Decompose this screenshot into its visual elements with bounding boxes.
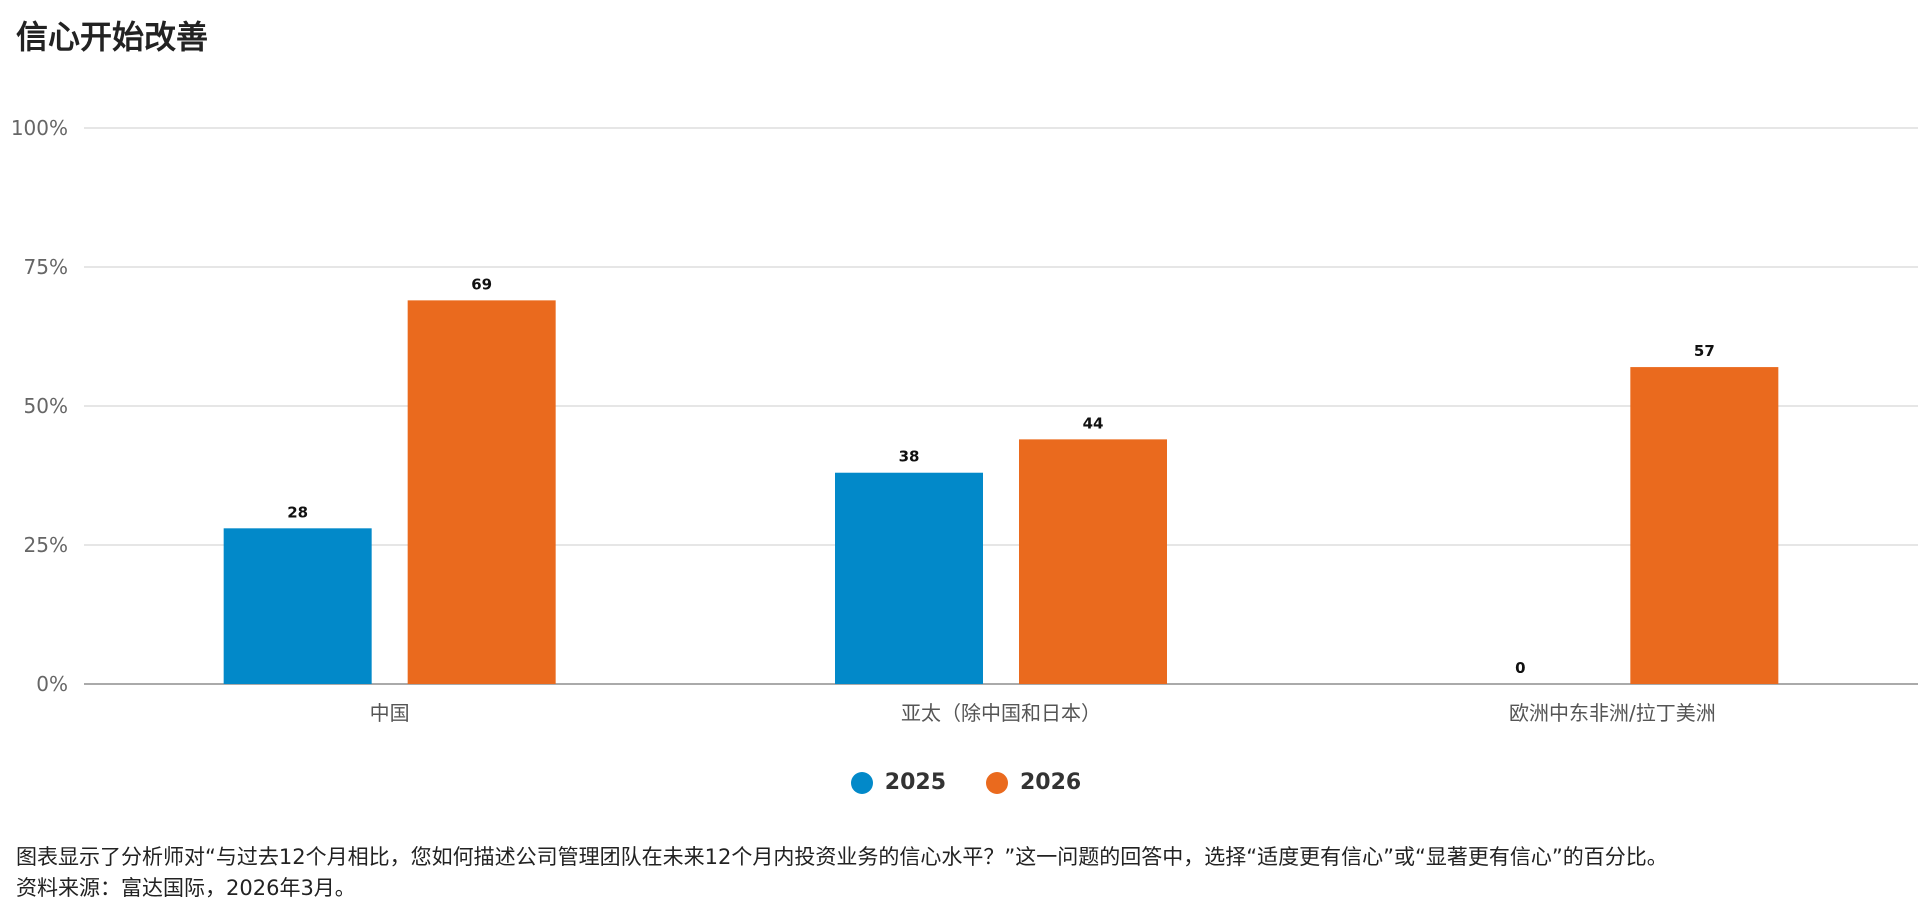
value-label: 38 [899,448,920,466]
y-axis-ticks: 0% 25% 50% 75% 100% [11,116,68,696]
bar-2025-0[interactable] [223,528,372,684]
chart-title: 信心开始改善 [16,18,209,56]
legend: 2025 2026 [0,770,1932,795]
footnote-source: 资料来源：富达国际，2026年3月。 [16,876,356,900]
category-label: 欧洲中东非洲/拉丁美洲 [1509,701,1716,725]
bar-2026-2[interactable] [1630,367,1779,684]
bar-2026-0[interactable] [407,300,556,684]
bar-chart: 0% 25% 50% 75% 100% 28 69 38 44 0 57 中国 亚太（除中国和日本）… [11,116,1918,725]
x-axis-categories: 中国 亚太（除中国和日本） 欧洲中东非洲/拉丁美洲 [370,701,1716,725]
footnote: 图表显示了分析师对“与过去12个月相比，您如何描述公司管理团队在未来12个月内投… [16,842,1668,904]
y-tick-label: 0% [36,672,68,696]
footnote-description: 图表显示了分析师对“与过去12个月相比，您如何描述公司管理团队在未来12个月内投… [16,845,1668,869]
value-label: 0 [1515,659,1525,677]
value-label: 69 [471,275,492,293]
y-tick-label: 75% [24,255,68,279]
legend-label-2025: 2025 [884,770,946,795]
bar-2026-1[interactable] [1019,439,1167,684]
y-tick-label: 100% [11,116,68,140]
y-tick-label: 50% [24,394,68,418]
bars [223,300,1779,684]
value-label: 44 [1083,414,1104,432]
category-label: 亚太（除中国和日本） [901,701,1101,725]
legend-label-2026: 2026 [1020,770,1082,795]
y-tick-label: 25% [24,533,68,557]
legend-swatch-2026 [986,771,1008,794]
category-label: 中国 [370,701,410,725]
bar-2025-1[interactable] [835,472,983,684]
gridlines [84,127,1918,685]
value-labels: 28 69 38 44 0 57 [287,275,1715,677]
value-label: 28 [287,503,308,521]
legend-item-2026[interactable]: 2026 [986,770,1081,795]
value-label: 57 [1694,342,1715,360]
legend-item-2025[interactable]: 2025 [850,770,946,795]
legend-swatch-2025 [850,771,873,794]
